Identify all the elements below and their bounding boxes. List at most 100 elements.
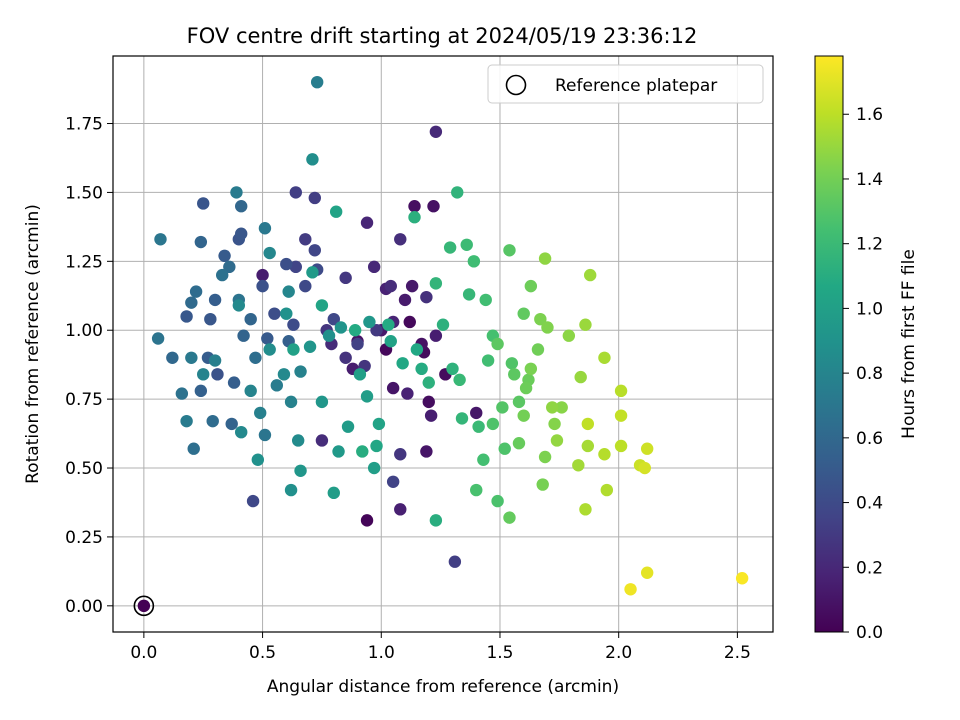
data-point [429, 514, 443, 527]
data-point [356, 445, 369, 458]
data-point [735, 572, 749, 585]
chart-title: FOV centre drift starting at 2024/05/19 … [187, 24, 698, 48]
x-tick-label: 2.5 [724, 643, 751, 663]
data-point [372, 417, 386, 431]
y-tick-label: 0.50 [65, 459, 103, 479]
data-point [206, 414, 219, 428]
legend: Reference platepar [487, 64, 764, 104]
data-point [398, 293, 412, 307]
data-point [574, 370, 587, 384]
plot-area [113, 56, 773, 632]
data-point [531, 343, 545, 356]
data-point [519, 381, 533, 395]
data-point [315, 299, 329, 312]
data-point [384, 279, 397, 293]
data-point [306, 153, 319, 166]
data-point [367, 461, 381, 475]
data-point [268, 307, 281, 320]
data-point [341, 420, 355, 433]
data-point [579, 503, 592, 516]
data-point [353, 368, 367, 381]
data-point [263, 246, 276, 260]
data-point [562, 329, 576, 342]
data-point [477, 453, 490, 466]
data-point [555, 401, 568, 414]
data-point [315, 395, 329, 409]
data-point [287, 343, 300, 356]
data-point [503, 511, 516, 524]
plot-frame [112, 55, 774, 633]
data-point [453, 373, 466, 387]
colorbar-tick-label: 1.2 [856, 235, 883, 255]
data-point [548, 417, 561, 431]
data-point [572, 459, 585, 472]
data-point [614, 439, 628, 453]
data-point [244, 384, 257, 398]
data-point [401, 387, 414, 400]
data-point [208, 293, 222, 307]
data-point [470, 406, 483, 420]
y-tick-label: 0.00 [65, 597, 103, 617]
data-point [505, 357, 519, 370]
data-point [244, 312, 257, 326]
reference-point-ring [133, 595, 155, 617]
data-point [277, 368, 291, 381]
data-point [287, 318, 300, 331]
x-tick-label: 1.0 [368, 643, 395, 663]
y-tick-label: 1.00 [65, 321, 103, 341]
data-point [508, 368, 521, 381]
data-point [339, 351, 352, 364]
x-axis-label: Angular distance from reference (arcmin) [267, 677, 619, 697]
data-point [299, 233, 312, 246]
colorbar-tick-label: 1.4 [856, 170, 883, 190]
data-point [446, 362, 459, 376]
data-point [546, 401, 559, 414]
data-point [443, 241, 457, 254]
data-point [185, 351, 198, 364]
data-point [253, 406, 267, 420]
data-point [235, 200, 248, 213]
data-point [550, 434, 564, 447]
data-point [382, 318, 395, 331]
data-point [415, 362, 428, 376]
data-point [370, 324, 383, 337]
data-point [310, 75, 324, 89]
data-point [583, 268, 597, 282]
data-point [640, 442, 654, 455]
colorbar-tick-label: 0.8 [856, 364, 883, 384]
data-point [512, 437, 526, 450]
data-point [408, 200, 421, 213]
data-point [386, 381, 400, 395]
data-point [460, 238, 473, 251]
colorbar-tick-label: 0.2 [856, 558, 883, 578]
data-point [524, 362, 538, 376]
y-tick-label: 1.50 [65, 183, 103, 203]
legend-marker-reference [505, 74, 527, 96]
data-point [282, 285, 295, 298]
y-tick-label: 1.25 [65, 252, 103, 272]
data-point [367, 260, 381, 274]
data-point [429, 277, 443, 290]
data-point [189, 285, 203, 298]
data-point [306, 266, 319, 279]
data-point [308, 244, 321, 257]
data-point [581, 417, 595, 431]
data-point [315, 434, 329, 447]
data-point [429, 125, 443, 138]
data-point [294, 464, 307, 477]
data-point [598, 351, 611, 364]
data-point [420, 445, 433, 458]
data-point [334, 321, 348, 334]
data-point [351, 337, 364, 351]
data-point [348, 324, 362, 337]
data-point [211, 368, 224, 381]
data-point [289, 186, 303, 199]
data-point [360, 514, 374, 527]
data-point [235, 425, 248, 439]
data-point [237, 329, 250, 342]
y-tick-label: 1.75 [65, 115, 103, 135]
colorbar [814, 55, 844, 633]
x-tick-label: 0.5 [249, 643, 276, 663]
data-point [197, 368, 210, 381]
data-point [503, 244, 516, 257]
